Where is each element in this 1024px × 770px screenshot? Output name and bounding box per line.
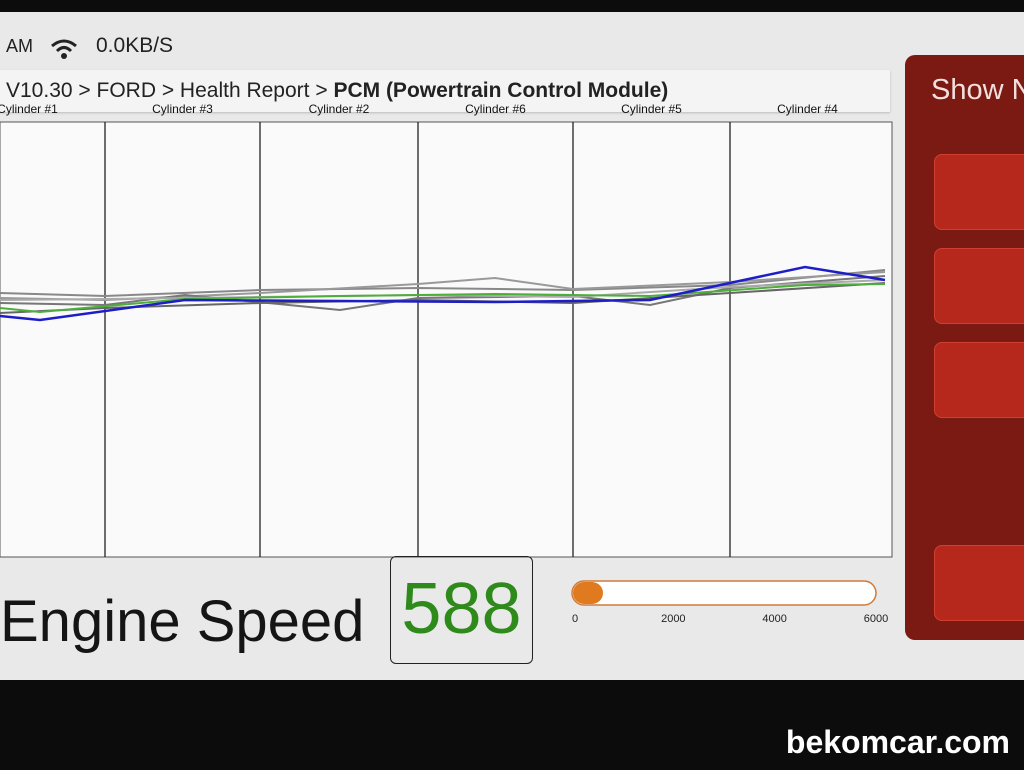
slider-tick-label: 6000: [864, 613, 888, 625]
slider-tick-label: 2000: [661, 613, 685, 625]
column-label: Cylinder #1: [0, 102, 58, 116]
cylinder-chart: Cylinder #1 Cylinder #3 Cylinder #2 Cylinde…: [0, 102, 893, 558]
breadcrumb: V10.30 > FORD > Health Report > PCM (Pow…: [0, 70, 890, 112]
slider-track: [571, 580, 877, 606]
side-button[interactable]: [934, 248, 1024, 324]
column-label: Cylinder #3: [152, 102, 213, 116]
column-label: Cylinder #6: [465, 102, 526, 116]
breadcrumb-current: PCM (Powertrain Control Module): [333, 79, 669, 102]
column-label: Cylinder #5: [621, 102, 682, 116]
slider-knob: [573, 582, 603, 604]
breadcrumb-path: V10.30 > FORD > Health Report >: [6, 79, 328, 102]
engine-speed-label: Engine Speed: [0, 589, 365, 654]
chart-area: [0, 121, 893, 558]
network-speed: 0.0KB/S: [96, 34, 174, 57]
column-label: Cylinder #4: [777, 102, 838, 116]
side-panel-button[interactable]: Show N: [931, 74, 1024, 106]
slider-tick-label: 4000: [762, 613, 786, 625]
column-label: Cylinder #2: [309, 102, 370, 116]
traces: [0, 265, 886, 322]
rpm-slider: 0 2000 4000 6000: [571, 580, 888, 625]
slider-tick-label: 0: [572, 613, 578, 625]
wifi-icon: [51, 39, 77, 59]
watermark: bekomcar.com: [785, 724, 1010, 760]
engine-speed-value: 588: [390, 556, 533, 664]
side-button[interactable]: [934, 342, 1024, 418]
side-button[interactable]: [934, 545, 1024, 621]
side-button[interactable]: [934, 154, 1024, 230]
columns: Cylinder #1 Cylinder #3 Cylinder #2 Cylinde…: [0, 102, 838, 557]
status-time: AM: [6, 36, 33, 56]
